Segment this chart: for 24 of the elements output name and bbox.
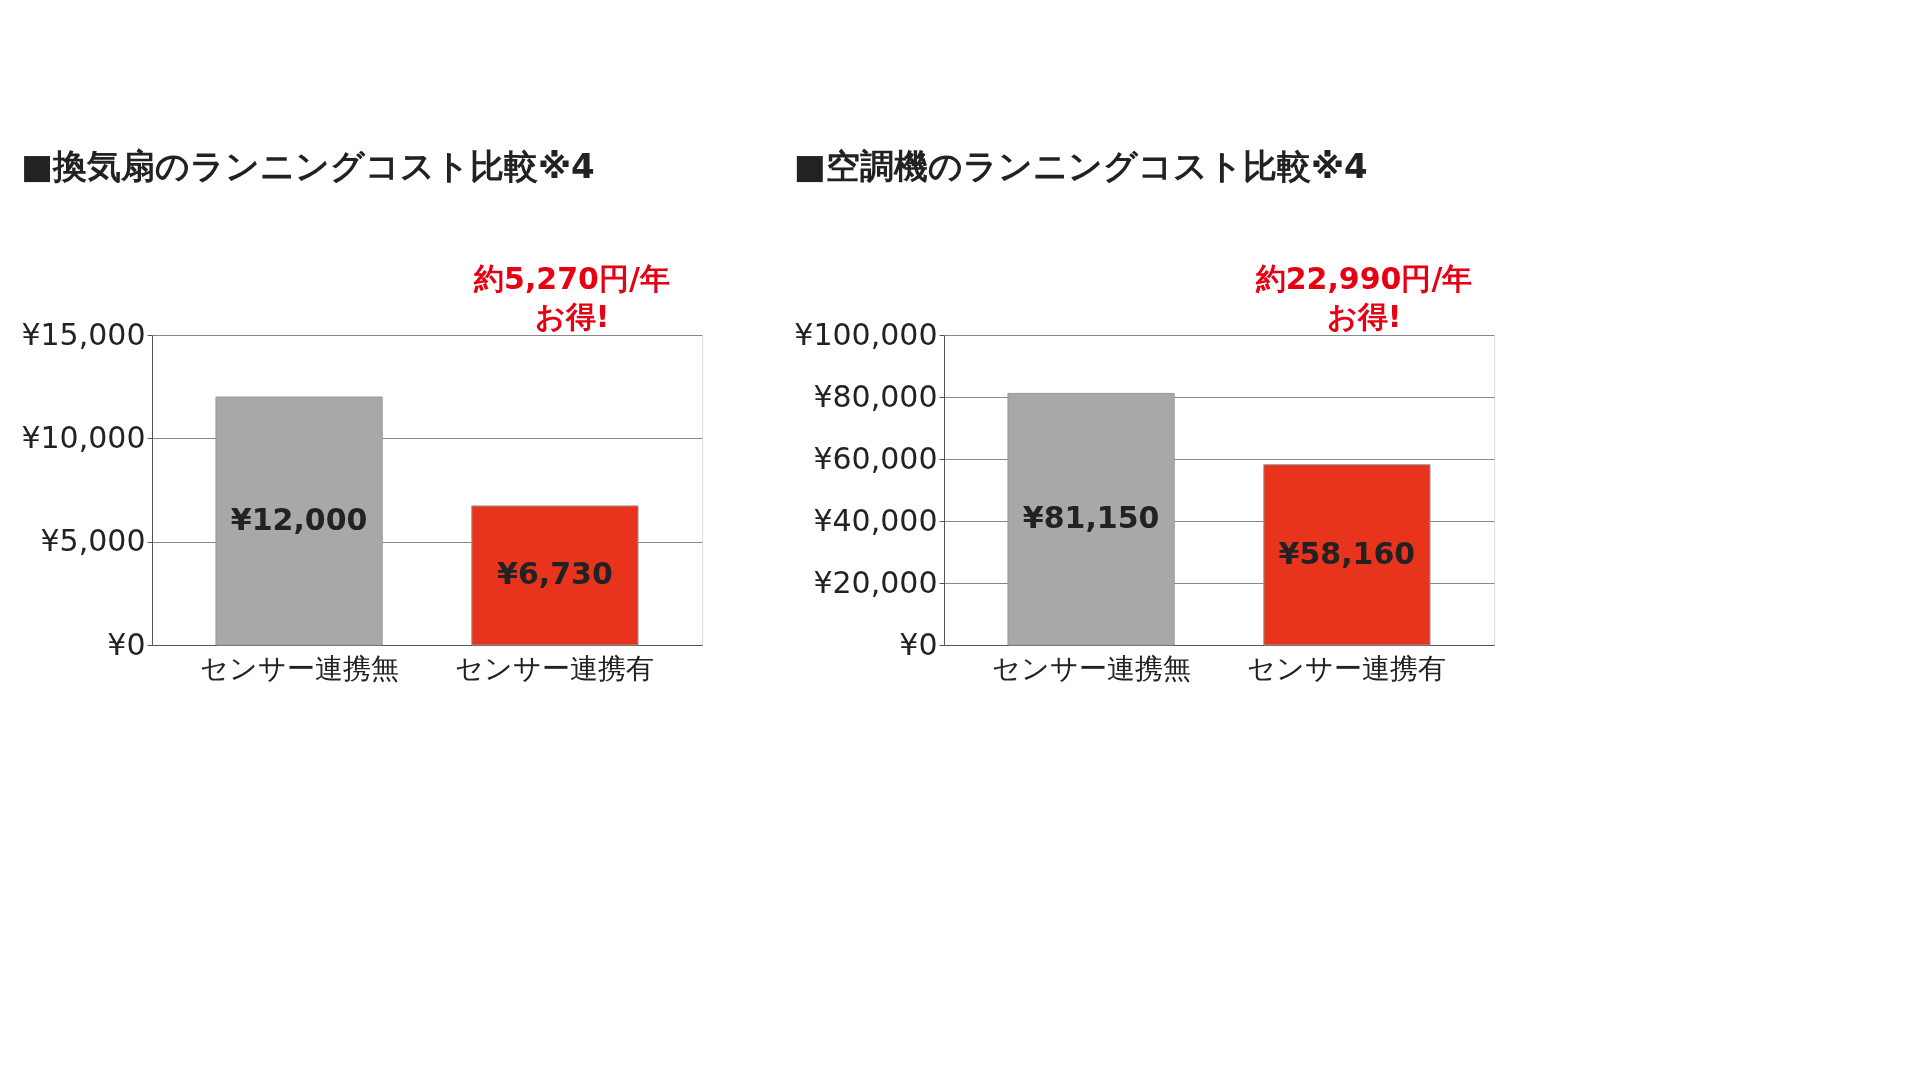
data-label: ¥12,000 bbox=[230, 502, 368, 537]
y-tick-label: ¥60,000 bbox=[813, 440, 938, 476]
y-tick-label: ¥0 bbox=[107, 626, 146, 662]
x-tick-label: センサー連携無 bbox=[991, 651, 1191, 685]
y-tick-label: ¥15,000 bbox=[21, 316, 146, 352]
data-label: ¥6,730 bbox=[497, 556, 613, 592]
x-tick-label: センサー連携有 bbox=[455, 651, 655, 685]
data-label: ¥81,150 bbox=[1022, 500, 1160, 536]
text: 約5,270円/年 bbox=[473, 261, 670, 296]
data-label: ¥58,160 bbox=[1278, 535, 1416, 571]
y-tick-label: ¥40,000 bbox=[813, 502, 938, 538]
y-tick-label: ¥5,000 bbox=[40, 523, 146, 559]
y-tick-label: ¥100,000 bbox=[794, 316, 938, 352]
y-tick-label: ¥10,000 bbox=[21, 419, 146, 455]
y-tick-label: ¥0 bbox=[899, 626, 938, 662]
text: お得! bbox=[534, 299, 610, 334]
y-tick-label: ¥20,000 bbox=[813, 564, 938, 600]
x-tick-label: センサー連携有 bbox=[1247, 651, 1447, 685]
chart-title: ■換気扇のランニングコスト比較※4 bbox=[20, 146, 595, 186]
y-tick-label: ¥80,000 bbox=[813, 378, 938, 414]
text: お得! bbox=[1326, 299, 1402, 334]
text: 約22,990円/年 bbox=[1254, 261, 1473, 296]
chart-title: ■空調機のランニングコスト比較※4 bbox=[793, 146, 1368, 186]
x-tick-label: センサー連携無 bbox=[199, 651, 399, 685]
